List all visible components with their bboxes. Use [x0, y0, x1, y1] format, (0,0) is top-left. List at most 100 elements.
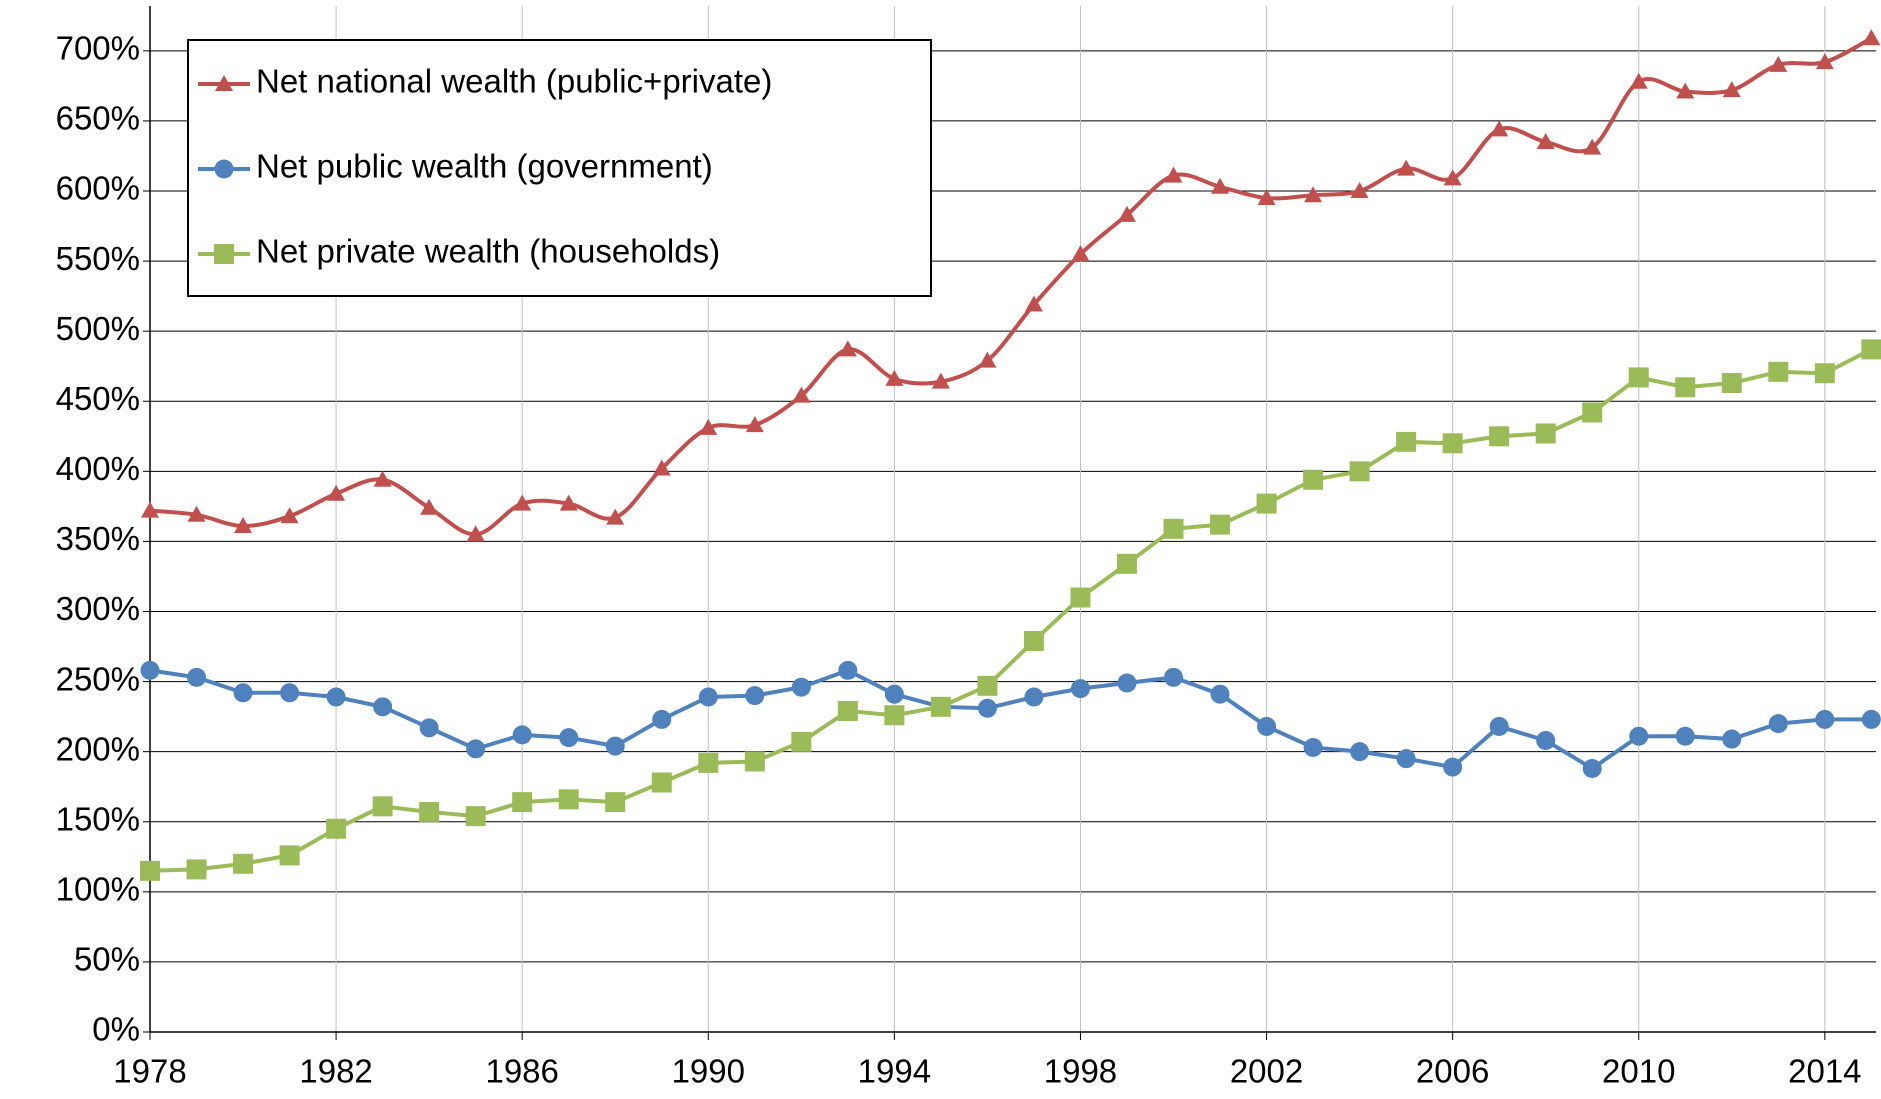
marker: [605, 792, 626, 813]
marker: [1442, 433, 1463, 454]
y-tick-label: 200%: [56, 730, 140, 767]
marker: [1116, 553, 1137, 574]
legend-box: [187, 39, 932, 297]
legend: Net national wealth (public+private) Net …: [187, 39, 932, 297]
marker: [279, 845, 300, 866]
series-line: [149, 668, 1872, 771]
marker: [1210, 514, 1231, 535]
marker: [512, 725, 532, 745]
marker: [1349, 461, 1370, 482]
y-tick-label: 300%: [56, 590, 140, 627]
x-tick-label: 1990: [672, 1053, 745, 1090]
marker: [606, 508, 625, 525]
marker: [1815, 709, 1835, 729]
marker: [1304, 186, 1323, 203]
marker: [186, 859, 207, 880]
marker: [1489, 716, 1509, 736]
marker: [1024, 687, 1044, 707]
series-line: [149, 347, 1873, 873]
marker: [1117, 205, 1136, 222]
marker: [1303, 737, 1323, 757]
marker: [1583, 138, 1602, 155]
marker: [140, 860, 160, 881]
marker: [1815, 53, 1834, 70]
legend-label: Net private wealth (households): [256, 233, 720, 270]
marker: [187, 505, 206, 522]
marker: [373, 470, 392, 487]
marker: [1861, 709, 1881, 729]
marker: [1536, 132, 1555, 149]
marker: [558, 789, 579, 810]
y-tick-label: 400%: [56, 450, 140, 487]
marker: [652, 459, 671, 476]
marker: [559, 728, 579, 748]
marker: [465, 806, 486, 827]
marker: [884, 705, 905, 726]
marker: [931, 372, 950, 389]
marker: [1721, 373, 1742, 394]
marker: [187, 667, 207, 687]
marker: [1024, 295, 1043, 312]
marker: [1582, 402, 1603, 423]
marker: [1676, 82, 1695, 99]
marker: [838, 340, 857, 357]
y-tick-label: 350%: [56, 520, 140, 557]
marker: [1396, 431, 1417, 452]
x-tick-label: 1982: [299, 1053, 372, 1090]
marker: [559, 494, 578, 511]
marker: [1023, 630, 1044, 651]
marker: [792, 386, 811, 403]
marker: [326, 818, 347, 839]
marker: [699, 418, 718, 435]
marker: [745, 416, 764, 433]
marker: [1071, 245, 1090, 262]
marker: [838, 660, 858, 680]
marker: [141, 501, 159, 518]
marker: [1490, 120, 1509, 137]
marker: [1629, 726, 1649, 746]
marker: [1628, 367, 1649, 388]
marker: [1675, 726, 1695, 746]
marker: [214, 159, 234, 179]
marker: [884, 684, 904, 704]
y-tick-label: 100%: [56, 871, 140, 908]
marker: [466, 525, 485, 542]
marker: [1210, 684, 1230, 704]
legend-label: Net public wealth (government): [256, 148, 713, 185]
y-tick-label: 150%: [56, 800, 140, 837]
marker: [466, 739, 486, 759]
marker: [1862, 29, 1881, 46]
marker: [1257, 716, 1277, 736]
marker: [1722, 729, 1742, 749]
marker: [420, 498, 439, 515]
marker: [1443, 169, 1462, 186]
marker: [1256, 493, 1277, 514]
marker: [1397, 159, 1416, 176]
marker: [1536, 730, 1556, 750]
y-tick-label: 450%: [56, 380, 140, 417]
marker: [1675, 377, 1696, 398]
x-tick-label: 1994: [858, 1053, 931, 1090]
marker: [1070, 587, 1091, 608]
x-tick-label: 1986: [485, 1053, 558, 1090]
marker: [372, 796, 393, 817]
y-tick-label: 500%: [56, 310, 140, 347]
marker: [978, 351, 997, 368]
marker: [419, 801, 440, 822]
marker: [1350, 182, 1369, 199]
x-tick-label: 1998: [1044, 1053, 1117, 1090]
y-tick-label: 600%: [56, 170, 140, 207]
marker: [233, 853, 254, 874]
marker: [1117, 673, 1137, 693]
marker: [1814, 363, 1835, 384]
marker: [1396, 749, 1416, 769]
marker: [1070, 679, 1090, 699]
x-tick-label: 2002: [1230, 1053, 1303, 1090]
marker: [791, 677, 811, 697]
marker: [215, 75, 233, 91]
marker: [1535, 423, 1556, 444]
y-tick-label: 0%: [92, 1011, 140, 1048]
marker: [512, 792, 533, 813]
marker: [419, 718, 439, 738]
